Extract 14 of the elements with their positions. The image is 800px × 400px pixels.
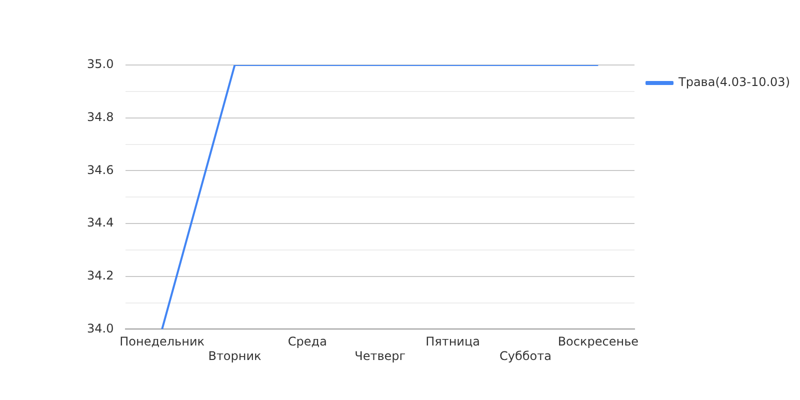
y-tick-label: 34.4 xyxy=(87,216,114,230)
legend-label: Трава(4.03-10.03) xyxy=(678,75,790,90)
y-tick-label: 34.6 xyxy=(87,162,114,177)
y-tick-label: 35.0 xyxy=(87,57,114,72)
y-tick-label: 34.8 xyxy=(87,110,114,124)
x-tick-label: Пятница xyxy=(426,334,480,349)
y-tick-label: 34.0 xyxy=(87,321,114,336)
x-tick-label: Понедельник xyxy=(120,334,205,349)
x-tick-label: Вторник xyxy=(208,348,262,363)
x-tick-label: Четверг xyxy=(354,348,406,363)
y-tick-label: 34.2 xyxy=(87,268,114,282)
x-tick-label: Суббота xyxy=(499,348,552,363)
x-tick-label: Среда xyxy=(288,334,327,349)
x-tick-label: Воскресенье xyxy=(558,334,639,349)
